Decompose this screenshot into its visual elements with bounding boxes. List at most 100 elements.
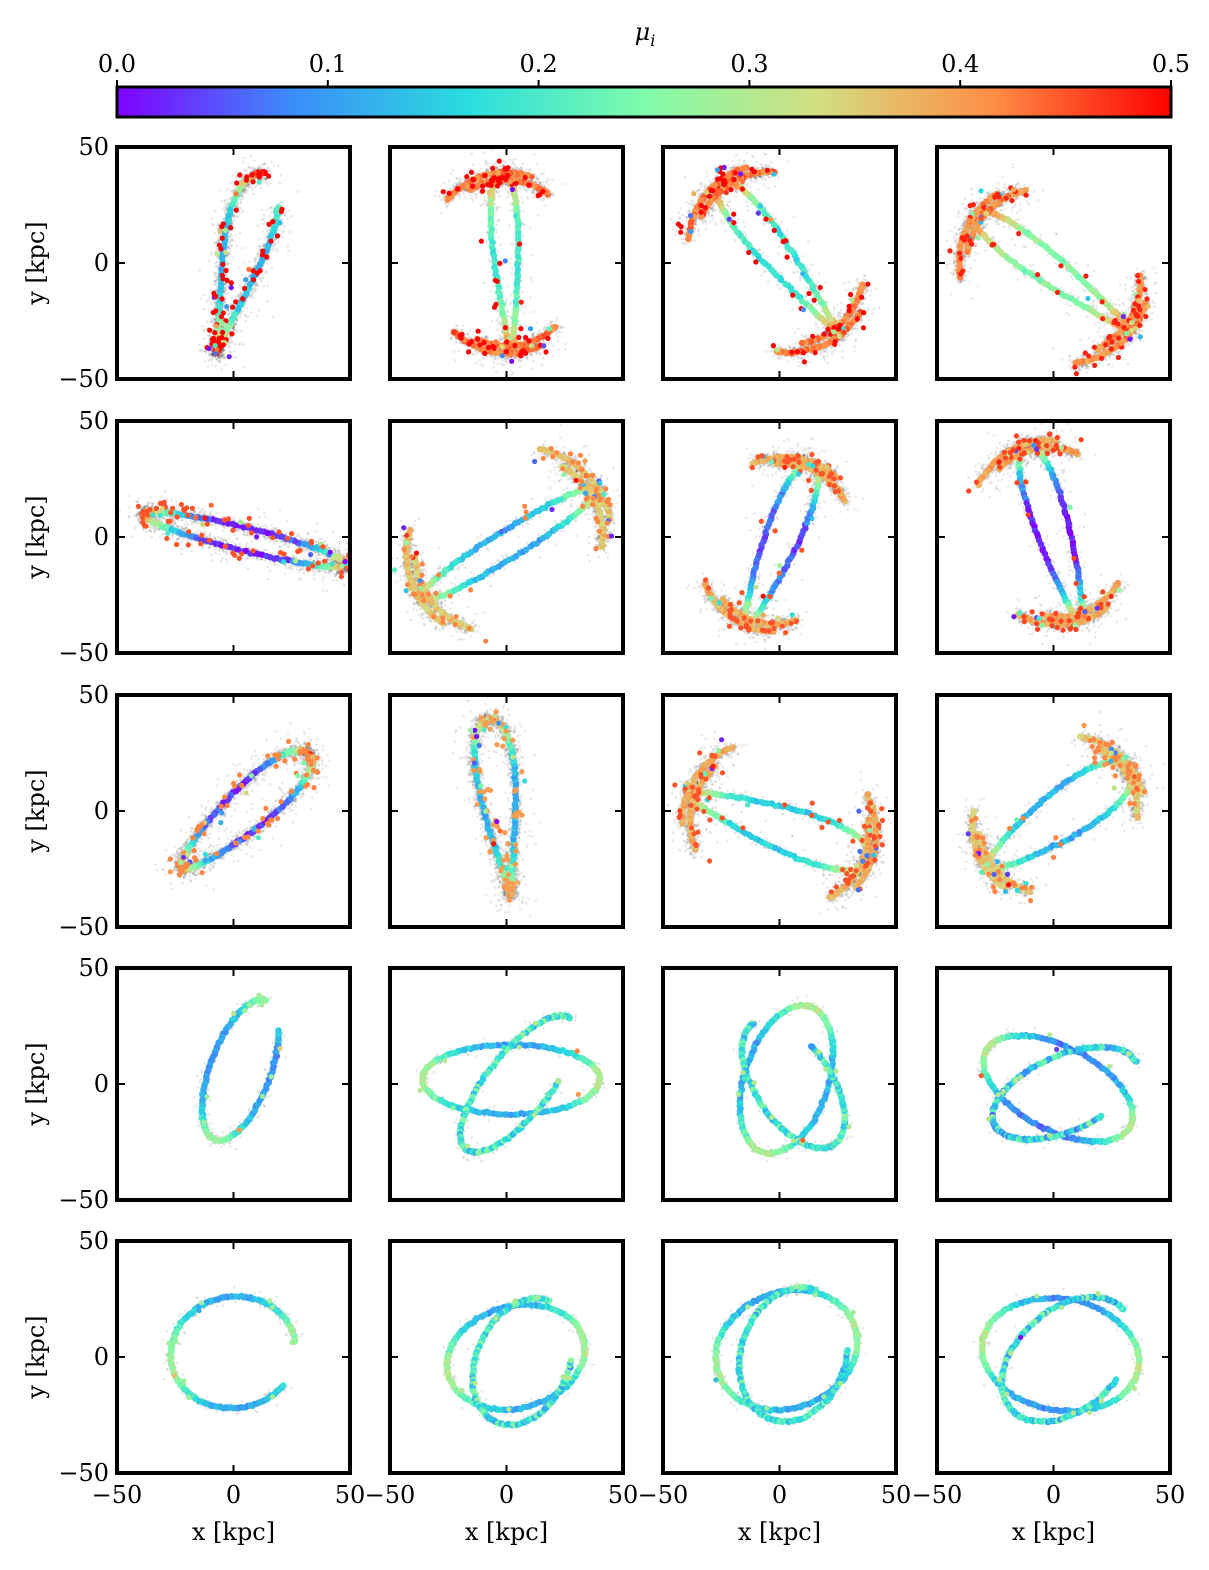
stream-bead [536, 446, 544, 453]
stream-bead [450, 329, 458, 336]
debris-particle [764, 167, 771, 173]
debris-particle [1116, 335, 1122, 341]
debris-particle [1091, 736, 1097, 742]
particle-cloud [939, 163, 1158, 379]
debris-particle [482, 350, 488, 356]
debris-particle [560, 466, 566, 472]
colorbar-gradient [115, 85, 1173, 119]
debris-particle [967, 203, 973, 209]
debris-particle [515, 880, 521, 886]
debris-particle [483, 638, 489, 644]
debris-particle [481, 727, 487, 733]
debris-particle [1078, 437, 1084, 443]
debris-particle [776, 570, 782, 576]
particle-cloud [663, 731, 892, 915]
debris-particle [1005, 871, 1011, 878]
debris-particle [214, 251, 220, 257]
colorbar-tick-label: 0.0 [98, 50, 136, 78]
debris-particle [476, 742, 482, 749]
debris-particle [1036, 615, 1042, 622]
debris-particle [755, 618, 761, 624]
debris-particle [250, 277, 257, 283]
debris-particle [789, 349, 795, 355]
debris-particle [1072, 622, 1078, 628]
debris-particle [1022, 885, 1028, 891]
debris-particle [1034, 626, 1041, 632]
debris-particle [452, 622, 458, 628]
debris-particle [1127, 761, 1133, 767]
stream-bead [507, 1111, 515, 1119]
debris-particle [782, 802, 788, 808]
stream-particles [417, 1012, 604, 1156]
debris-particle [605, 496, 612, 502]
debris-particle [477, 342, 483, 348]
debris-particle [707, 817, 713, 823]
debris-particle [243, 177, 249, 183]
debris-particle [771, 625, 777, 632]
debris-particle [746, 627, 752, 633]
debris-particle [1023, 479, 1029, 485]
debris-particle [493, 709, 499, 715]
debris-particle [981, 204, 987, 210]
debris-particle [1021, 450, 1027, 456]
debris-particle [222, 794, 228, 800]
debris-particle [1078, 605, 1084, 612]
debris-particle [504, 166, 510, 172]
debris-particle [1085, 295, 1091, 302]
debris-particle [305, 782, 311, 788]
debris-particle [688, 802, 694, 809]
debris-particle [213, 323, 219, 329]
debris-particle [144, 512, 150, 518]
debris-particle [301, 748, 307, 754]
debris-particle [199, 870, 205, 876]
debris-particle [523, 335, 529, 341]
debris-particle [1050, 447, 1056, 453]
debris-particle [753, 584, 759, 590]
debris-particle [468, 587, 474, 593]
debris-particle [851, 873, 857, 879]
debris-particle [208, 502, 214, 508]
panel-ticks [936, 146, 1171, 380]
debris-particle [204, 1094, 210, 1100]
debris-particle [845, 880, 851, 887]
debris-particle [983, 850, 989, 856]
debris-particle [947, 248, 953, 254]
debris-particle [856, 808, 862, 814]
debris-particle [404, 532, 410, 538]
debris-particle [861, 823, 867, 829]
panel-ticks [936, 420, 1171, 654]
debris-particle [774, 347, 780, 353]
particle-cloud [117, 490, 350, 593]
debris-particle [212, 342, 218, 349]
debris-particle [853, 868, 859, 874]
debris-particle [485, 182, 491, 188]
debris-particle [1023, 192, 1029, 198]
debris-particle [593, 515, 599, 522]
debris-particle [1054, 625, 1060, 631]
debris-particle [1111, 785, 1117, 791]
debris-particle [1039, 622, 1045, 629]
debris-particle [1108, 346, 1114, 352]
debris-particle [757, 203, 764, 209]
debris-particle [446, 190, 452, 196]
debris-particle [771, 227, 777, 233]
debris-particle [218, 820, 224, 826]
debris-particle [204, 521, 210, 527]
debris-particle [818, 471, 824, 477]
debris-particle [1025, 449, 1031, 455]
debris-particle [224, 304, 230, 310]
debris-particle [809, 515, 815, 522]
debris-particle [1057, 451, 1063, 457]
debris-particle [1133, 763, 1139, 770]
debris-particle [603, 486, 609, 492]
debris-particle [837, 322, 843, 328]
debris-particle [1014, 887, 1020, 893]
debris-particle [519, 349, 525, 355]
debris-particle [865, 805, 871, 811]
debris-particle [135, 503, 141, 509]
debris-particle [487, 726, 493, 732]
debris-particle [573, 477, 579, 483]
debris-particle [1092, 362, 1098, 368]
